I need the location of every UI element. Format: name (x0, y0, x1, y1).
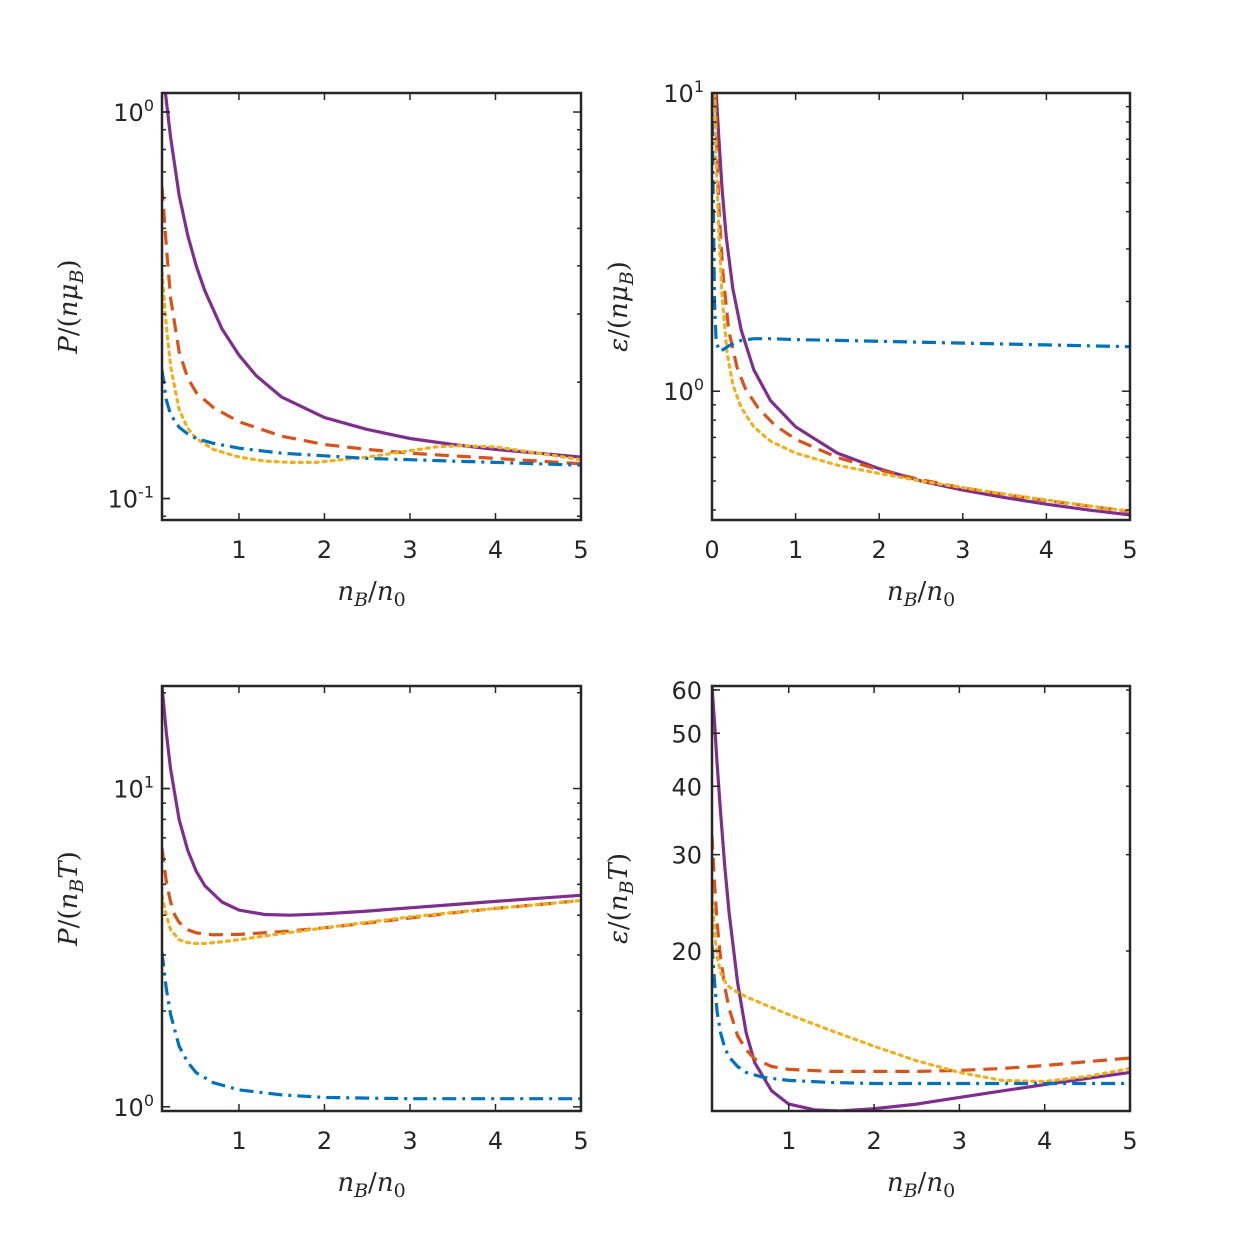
panel-bottom-right-ytick-label: 30 (671, 842, 702, 870)
panel-top-left-series-dashed (162, 186, 581, 466)
panel-bottom-right-series-dashed (712, 835, 1130, 1074)
panel-top-right-frame (710, 91, 1132, 522)
panel-top-left-ytick-label: 100 (113, 96, 154, 127)
panel-top-right-xtick-label: 3 (955, 536, 970, 564)
panel-bottom-left-series-dotted (162, 894, 581, 946)
panel-top-right-ytick-label: 101 (663, 77, 704, 108)
panel-bottom-right-xtick-label: 4 (1037, 1127, 1052, 1155)
panel-top-right-ylabel: ε/(nμB) (604, 261, 638, 352)
panel-bottom-left-xtick-label: 1 (231, 1127, 246, 1155)
panel-bottom-right-series-solid (712, 686, 1130, 1111)
panel-bottom-left-xlabel: nB/n0 (337, 1168, 405, 1202)
panel-top-right-xtick-label: 0 (704, 536, 719, 564)
panel-top-left: 1 2 3 4 5 10-1 100 nB/n0 P/(nμB) (54, 91, 589, 611)
panel-bottom-left-series (162, 686, 581, 1101)
panel-top-right-xtick-label: 1 (788, 536, 803, 564)
panel-bottom-left-xtick-label: 2 (317, 1127, 332, 1155)
panel-bottom-right-xtick-label: 2 (866, 1127, 881, 1155)
panel-top-left-ytick-label: 10-1 (108, 483, 155, 514)
panel-bottom-right: 1 2 3 4 5 20 30 40 50 60 nB/n0 ε/(nBT) (604, 677, 1138, 1202)
panel-top-right-xtick-label: 2 (872, 536, 887, 564)
panel-top-left-ylabel: P/(nμB) (54, 259, 88, 354)
panel-top-right: 0 1 2 3 4 5 100 101 nB/n0 ε/(nμB) (604, 77, 1138, 611)
panel-bottom-right-xtick-label: 3 (952, 1127, 967, 1155)
panel-bottom-left-xtick-label: 3 (402, 1127, 417, 1155)
panel-bottom-right-ytick-label: 40 (671, 773, 702, 801)
panel-top-right-series-dotted (712, 93, 1130, 513)
panel-top-left-xtick-label: 1 (231, 536, 246, 564)
panel-bottom-right-series-dashdot (712, 944, 1130, 1086)
panel-top-left-series (162, 93, 581, 467)
panel-bottom-left-frame (160, 684, 583, 1113)
panel-bottom-right-ylabel: ε/(nBT) (604, 853, 638, 944)
panel-top-left-xtick-label: 2 (317, 536, 332, 564)
panel-bottom-left-ytick-label: 100 (113, 1091, 154, 1122)
panel-bottom-left-series-solid (162, 686, 581, 917)
panel-top-left-series-dashdot (162, 369, 581, 467)
panel-bottom-left-ytick-label: 101 (113, 773, 154, 804)
panel-bottom-left-series-dashed (162, 847, 581, 937)
panel-bottom-right-ytick-label: 60 (671, 677, 702, 705)
panel-top-left-series-dotted (162, 270, 581, 464)
panel-bottom-left-xtick-label: 5 (573, 1127, 588, 1155)
panel-bottom-left-series-dashdot (162, 952, 581, 1101)
panel-top-left-xtick-label: 3 (402, 536, 417, 564)
panel-bottom-right-series-dotted (712, 891, 1130, 1084)
panel-bottom-right-frame (710, 684, 1132, 1113)
panel-top-left-xtick-label: 4 (488, 536, 503, 564)
panel-bottom-right-series (712, 686, 1130, 1111)
panel-bottom-right-ytick-label: 50 (671, 720, 702, 748)
panel-bottom-left-xtick-label: 4 (488, 1127, 503, 1155)
panel-bottom-right-xtick-label: 5 (1122, 1127, 1137, 1155)
panel-top-right-xtick-label: 5 (1122, 536, 1137, 564)
panel-top-left-xlabel: nB/n0 (337, 577, 405, 611)
panel-top-left-xtick-label: 5 (573, 536, 588, 564)
panel-bottom-right-xtick-label: 1 (781, 1127, 796, 1155)
panel-top-right-xtick-label: 4 (1039, 536, 1054, 564)
panel-top-right-series-solid (714, 93, 1130, 517)
panel-bottom-left-ylabel: P/(nBT) (54, 851, 88, 947)
panel-bottom-right-xlabel: nB/n0 (887, 1168, 955, 1202)
panel-top-left-frame (160, 91, 583, 522)
panel-top-right-xlabel: nB/n0 (887, 577, 955, 611)
panel-bottom-right-ytick-label: 20 (671, 938, 702, 966)
panel-bottom-left: 1 2 3 4 5 100 101 nB/n0 P/(nBT) (54, 684, 589, 1202)
panel-top-right-ytick-label: 100 (663, 375, 704, 406)
